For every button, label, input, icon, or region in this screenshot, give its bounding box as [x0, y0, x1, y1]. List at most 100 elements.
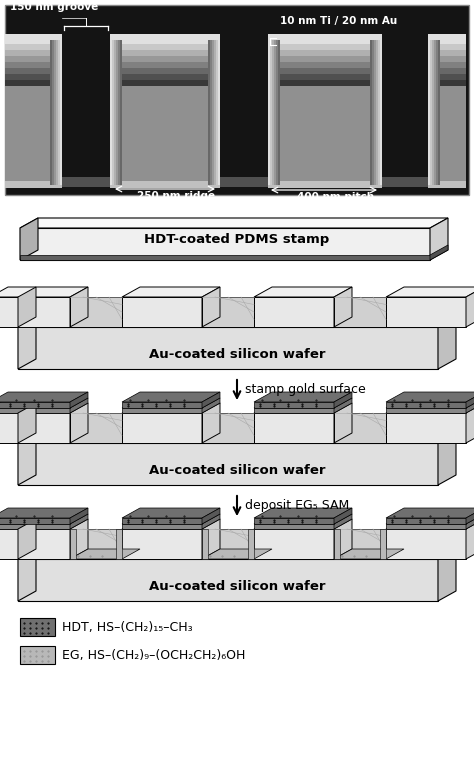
Polygon shape	[120, 40, 122, 185]
Polygon shape	[270, 40, 272, 185]
Polygon shape	[268, 44, 382, 50]
Polygon shape	[428, 68, 466, 74]
Polygon shape	[110, 38, 220, 44]
Polygon shape	[0, 403, 88, 413]
Polygon shape	[376, 40, 378, 185]
Polygon shape	[466, 403, 474, 443]
Polygon shape	[278, 40, 280, 185]
Polygon shape	[0, 408, 70, 413]
Polygon shape	[254, 519, 352, 529]
Polygon shape	[110, 56, 220, 62]
Polygon shape	[5, 40, 62, 185]
Polygon shape	[5, 181, 62, 188]
Polygon shape	[438, 433, 456, 485]
Polygon shape	[432, 40, 434, 185]
Polygon shape	[268, 34, 382, 44]
Text: Au-coated silicon wafer: Au-coated silicon wafer	[149, 348, 325, 362]
Polygon shape	[0, 398, 88, 408]
Polygon shape	[110, 181, 220, 188]
Polygon shape	[430, 40, 432, 185]
Polygon shape	[0, 529, 70, 559]
Polygon shape	[428, 56, 466, 62]
Polygon shape	[70, 549, 140, 559]
Polygon shape	[60, 40, 62, 185]
Polygon shape	[122, 518, 202, 524]
Polygon shape	[70, 508, 88, 524]
Polygon shape	[248, 529, 254, 559]
Polygon shape	[62, 177, 110, 187]
Polygon shape	[20, 218, 448, 228]
Polygon shape	[386, 519, 474, 529]
Polygon shape	[334, 529, 386, 559]
Polygon shape	[122, 408, 202, 413]
Polygon shape	[5, 5, 469, 195]
Polygon shape	[334, 297, 386, 327]
Polygon shape	[116, 40, 118, 185]
Polygon shape	[434, 40, 436, 185]
Polygon shape	[0, 508, 88, 518]
Polygon shape	[0, 518, 70, 524]
Polygon shape	[122, 398, 220, 408]
Polygon shape	[114, 40, 116, 185]
Polygon shape	[56, 40, 58, 185]
Polygon shape	[214, 40, 216, 185]
Polygon shape	[0, 524, 70, 529]
Polygon shape	[110, 50, 220, 56]
Polygon shape	[268, 40, 382, 185]
Polygon shape	[386, 287, 474, 297]
Polygon shape	[18, 287, 36, 327]
Polygon shape	[386, 398, 474, 408]
Polygon shape	[254, 287, 352, 297]
Polygon shape	[122, 519, 220, 529]
Text: stamp gold surface: stamp gold surface	[245, 384, 366, 397]
Polygon shape	[268, 181, 382, 188]
Polygon shape	[118, 40, 120, 185]
Polygon shape	[216, 40, 218, 185]
Polygon shape	[430, 245, 448, 260]
Text: 250 nm ridge: 250 nm ridge	[137, 191, 215, 201]
Polygon shape	[5, 34, 62, 44]
Polygon shape	[20, 228, 430, 260]
Polygon shape	[370, 40, 372, 185]
Polygon shape	[208, 40, 210, 185]
Polygon shape	[0, 392, 88, 402]
Polygon shape	[466, 514, 474, 529]
Text: Au-coated silicon wafer: Au-coated silicon wafer	[149, 581, 325, 593]
Polygon shape	[268, 80, 382, 86]
Polygon shape	[334, 413, 386, 443]
Polygon shape	[0, 514, 88, 524]
Polygon shape	[386, 508, 474, 518]
Text: HDT-coated PDMS stamp: HDT-coated PDMS stamp	[145, 233, 329, 247]
Polygon shape	[438, 40, 440, 185]
Polygon shape	[5, 38, 62, 44]
Polygon shape	[70, 287, 88, 327]
Polygon shape	[18, 549, 36, 601]
Polygon shape	[334, 514, 352, 529]
Polygon shape	[122, 524, 202, 529]
Polygon shape	[254, 529, 334, 559]
Polygon shape	[70, 529, 76, 559]
Polygon shape	[268, 56, 382, 62]
Polygon shape	[70, 413, 122, 443]
Polygon shape	[466, 508, 474, 524]
Polygon shape	[386, 413, 466, 443]
Polygon shape	[254, 398, 352, 408]
Polygon shape	[466, 519, 474, 559]
Polygon shape	[122, 514, 220, 524]
Polygon shape	[334, 392, 352, 408]
Polygon shape	[386, 518, 466, 524]
Polygon shape	[386, 403, 474, 413]
Polygon shape	[372, 40, 374, 185]
Text: 400 nm pitch: 400 nm pitch	[297, 192, 374, 202]
Polygon shape	[202, 549, 272, 559]
Polygon shape	[202, 508, 220, 524]
Polygon shape	[466, 392, 474, 408]
Polygon shape	[428, 34, 466, 44]
Polygon shape	[220, 177, 268, 187]
Polygon shape	[20, 218, 38, 260]
Polygon shape	[5, 62, 62, 68]
Polygon shape	[334, 529, 340, 559]
Polygon shape	[110, 68, 220, 74]
Polygon shape	[70, 519, 88, 559]
Polygon shape	[18, 403, 36, 443]
